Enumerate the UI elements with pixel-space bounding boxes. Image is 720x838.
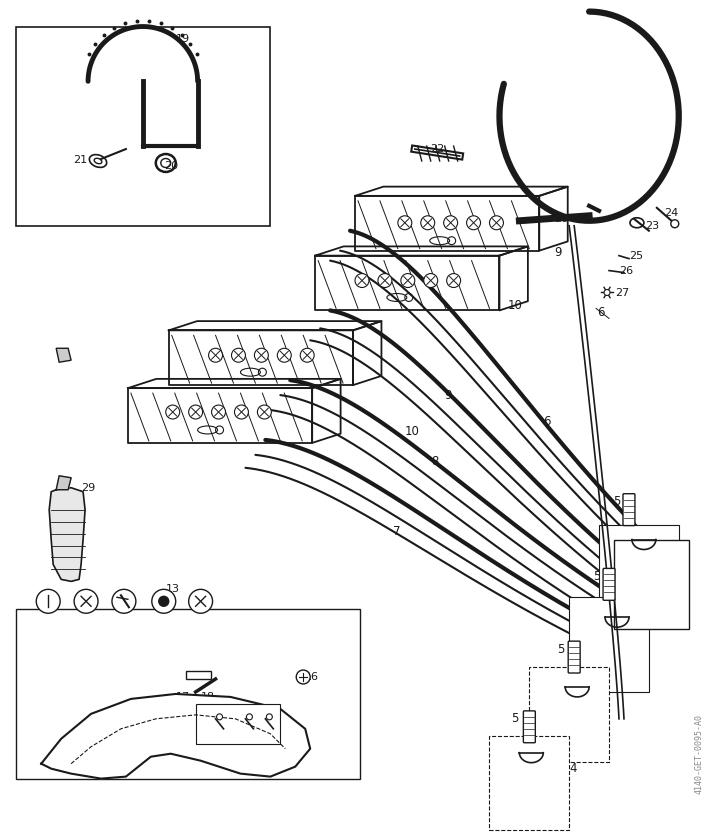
Circle shape <box>189 589 212 613</box>
FancyBboxPatch shape <box>568 641 580 673</box>
Text: 11: 11 <box>534 768 548 778</box>
Circle shape <box>401 273 415 287</box>
Text: 23: 23 <box>645 220 659 230</box>
Circle shape <box>446 273 461 287</box>
Polygon shape <box>56 476 71 489</box>
Circle shape <box>444 216 458 230</box>
Circle shape <box>378 273 392 287</box>
Circle shape <box>152 589 176 613</box>
Text: 12: 12 <box>647 542 660 552</box>
Text: 3: 3 <box>640 670 647 684</box>
Text: 12: 12 <box>620 620 634 630</box>
Circle shape <box>266 714 272 720</box>
Circle shape <box>36 589 60 613</box>
FancyBboxPatch shape <box>17 609 360 779</box>
Circle shape <box>254 349 269 362</box>
Text: 5: 5 <box>593 570 600 583</box>
FancyBboxPatch shape <box>196 704 280 744</box>
FancyBboxPatch shape <box>490 736 570 830</box>
FancyBboxPatch shape <box>17 27 270 225</box>
Circle shape <box>257 405 271 419</box>
Circle shape <box>235 405 248 419</box>
Circle shape <box>212 405 225 419</box>
Text: 27: 27 <box>615 288 629 298</box>
FancyBboxPatch shape <box>603 568 615 600</box>
FancyBboxPatch shape <box>623 494 635 525</box>
Circle shape <box>398 216 412 230</box>
Text: 24: 24 <box>664 208 678 218</box>
Circle shape <box>467 216 480 230</box>
Text: 19: 19 <box>176 34 190 44</box>
Circle shape <box>232 349 246 362</box>
FancyBboxPatch shape <box>570 597 649 692</box>
Text: 9: 9 <box>554 246 562 259</box>
FancyBboxPatch shape <box>599 525 679 619</box>
Text: 5: 5 <box>613 495 621 508</box>
FancyBboxPatch shape <box>529 667 609 762</box>
Text: 12: 12 <box>534 756 548 766</box>
Text: 4140-GET-0095-A0: 4140-GET-0095-A0 <box>694 713 703 794</box>
Text: 5: 5 <box>511 712 519 726</box>
Text: 8: 8 <box>432 455 439 468</box>
Circle shape <box>74 589 98 613</box>
Text: 25: 25 <box>629 251 643 261</box>
Text: 13: 13 <box>166 584 180 594</box>
Text: 1: 1 <box>672 556 679 569</box>
FancyBboxPatch shape <box>614 540 689 629</box>
Text: 28: 28 <box>554 214 569 224</box>
Circle shape <box>277 349 292 362</box>
Circle shape <box>424 273 438 287</box>
Text: 15: 15 <box>235 711 250 722</box>
Circle shape <box>671 220 679 228</box>
Circle shape <box>112 589 136 613</box>
Text: 11: 11 <box>580 702 593 712</box>
Text: 7: 7 <box>393 525 400 538</box>
Circle shape <box>209 349 222 362</box>
Text: 22: 22 <box>430 144 444 154</box>
Circle shape <box>296 670 310 684</box>
Circle shape <box>246 714 253 720</box>
Text: 12: 12 <box>580 690 593 700</box>
Circle shape <box>189 405 202 419</box>
Circle shape <box>166 405 180 419</box>
Text: 10: 10 <box>508 299 522 312</box>
FancyBboxPatch shape <box>523 711 536 742</box>
Text: 14: 14 <box>168 722 183 732</box>
Bar <box>186 671 210 679</box>
Circle shape <box>355 273 369 287</box>
Text: 9: 9 <box>445 389 452 401</box>
Text: 6: 6 <box>544 416 551 428</box>
Text: 2: 2 <box>672 591 679 604</box>
Circle shape <box>490 216 503 230</box>
Text: 6: 6 <box>597 306 605 319</box>
Text: 21: 21 <box>73 155 87 165</box>
Circle shape <box>420 216 435 230</box>
Circle shape <box>604 289 610 296</box>
Text: 5: 5 <box>557 643 564 655</box>
Circle shape <box>217 714 222 720</box>
Text: 4: 4 <box>570 762 577 775</box>
Text: 29: 29 <box>81 483 95 493</box>
Text: 18: 18 <box>201 692 215 702</box>
Text: 10: 10 <box>405 426 420 438</box>
Text: 16: 16 <box>305 672 319 682</box>
Polygon shape <box>49 488 85 582</box>
Text: 17: 17 <box>176 692 190 702</box>
Text: 11: 11 <box>620 632 634 642</box>
Polygon shape <box>41 694 310 779</box>
Polygon shape <box>56 349 71 362</box>
Circle shape <box>300 349 314 362</box>
Circle shape <box>159 597 168 606</box>
Text: 11: 11 <box>647 555 660 565</box>
Text: 26: 26 <box>619 266 633 276</box>
Text: 20: 20 <box>163 161 178 171</box>
